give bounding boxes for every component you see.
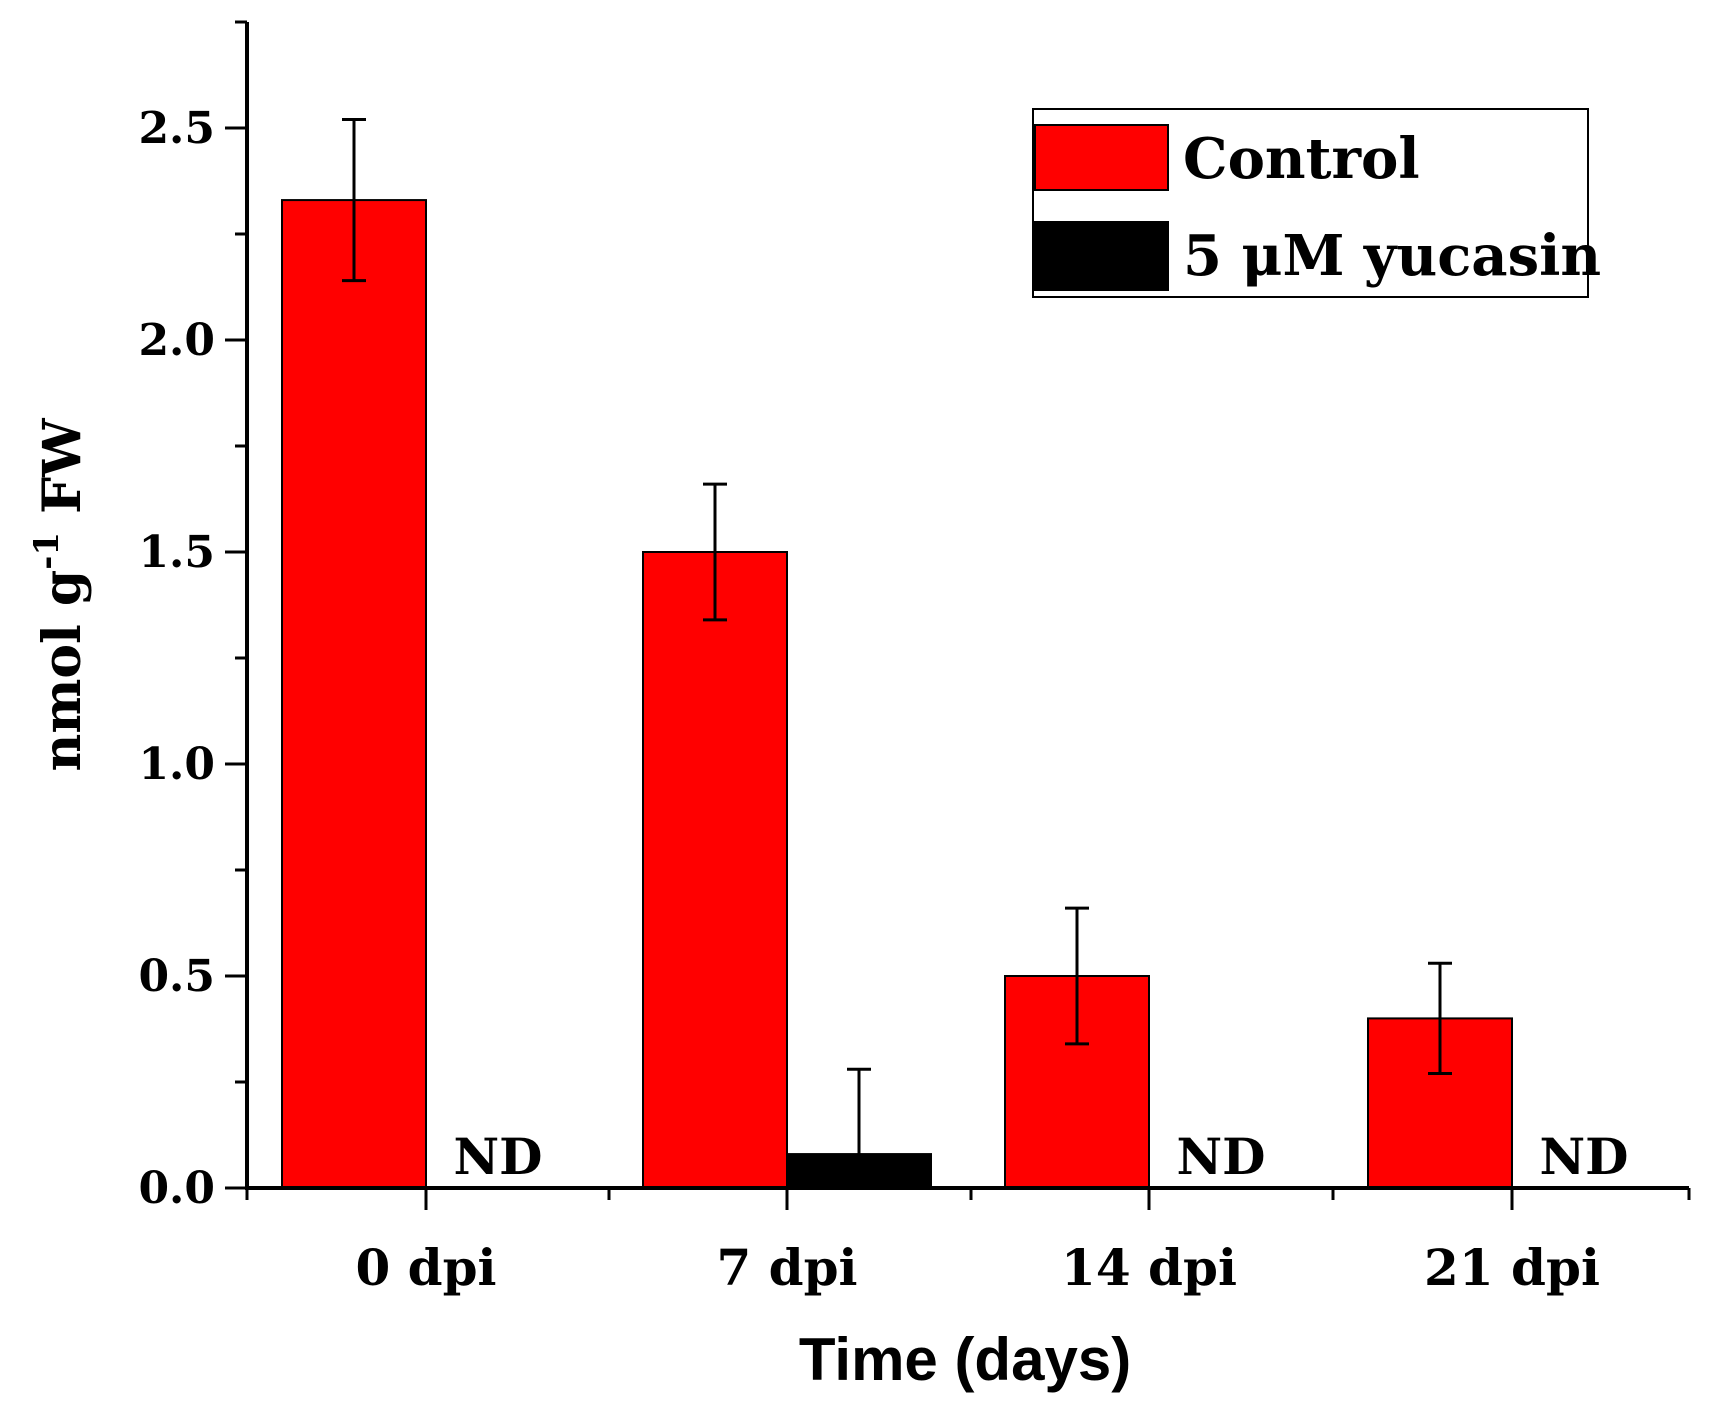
axes bbox=[245, 22, 1689, 1190]
legend: Control 5 μM yucasin bbox=[1032, 108, 1601, 298]
y-tick-label: 2.5 bbox=[138, 103, 215, 154]
y-tick-label: 0.0 bbox=[138, 1163, 215, 1214]
x-tick-label: 0 dpi bbox=[355, 1238, 496, 1297]
y-tick-label: 1.0 bbox=[138, 739, 215, 790]
legend-label-control: Control bbox=[1183, 126, 1420, 192]
ticks bbox=[225, 20, 1691, 1210]
bar-control bbox=[281, 199, 427, 1189]
y-axis-title-superscript: -1 bbox=[27, 532, 67, 570]
nd-label: ND bbox=[453, 1127, 542, 1186]
nd-label: ND bbox=[1176, 1127, 1265, 1186]
nd-label: ND bbox=[1539, 1127, 1628, 1186]
legend-swatch-yucasin bbox=[1034, 221, 1169, 291]
y-tick-label: 0.5 bbox=[138, 951, 215, 1002]
error-bars bbox=[342, 118, 1452, 1188]
y-axis-title: nmol g-1 FW bbox=[27, 417, 93, 772]
y-tick-label: 2.0 bbox=[138, 315, 215, 366]
x-tick-label: 14 dpi bbox=[1061, 1238, 1237, 1297]
bars bbox=[281, 199, 1513, 1190]
y-axis-title-main: nmol g bbox=[32, 570, 93, 772]
legend-swatch-control bbox=[1034, 124, 1169, 191]
x-axis-title: Time (days) bbox=[799, 1326, 1131, 1393]
bar-control bbox=[642, 551, 788, 1189]
x-tick-label: 21 dpi bbox=[1424, 1238, 1600, 1297]
legend-label-yucasin: 5 μM yucasin bbox=[1183, 223, 1601, 289]
y-tick-label: 1.5 bbox=[138, 527, 215, 578]
tick-labels: 0.0 0.5 1.0 1.5 2.0 2.5 0 dpi 7 dpi 14 dpi 21 dpi… bbox=[138, 103, 1628, 1297]
y-axis-title-tail: FW bbox=[32, 417, 93, 532]
x-tick-label: 7 dpi bbox=[716, 1238, 857, 1297]
